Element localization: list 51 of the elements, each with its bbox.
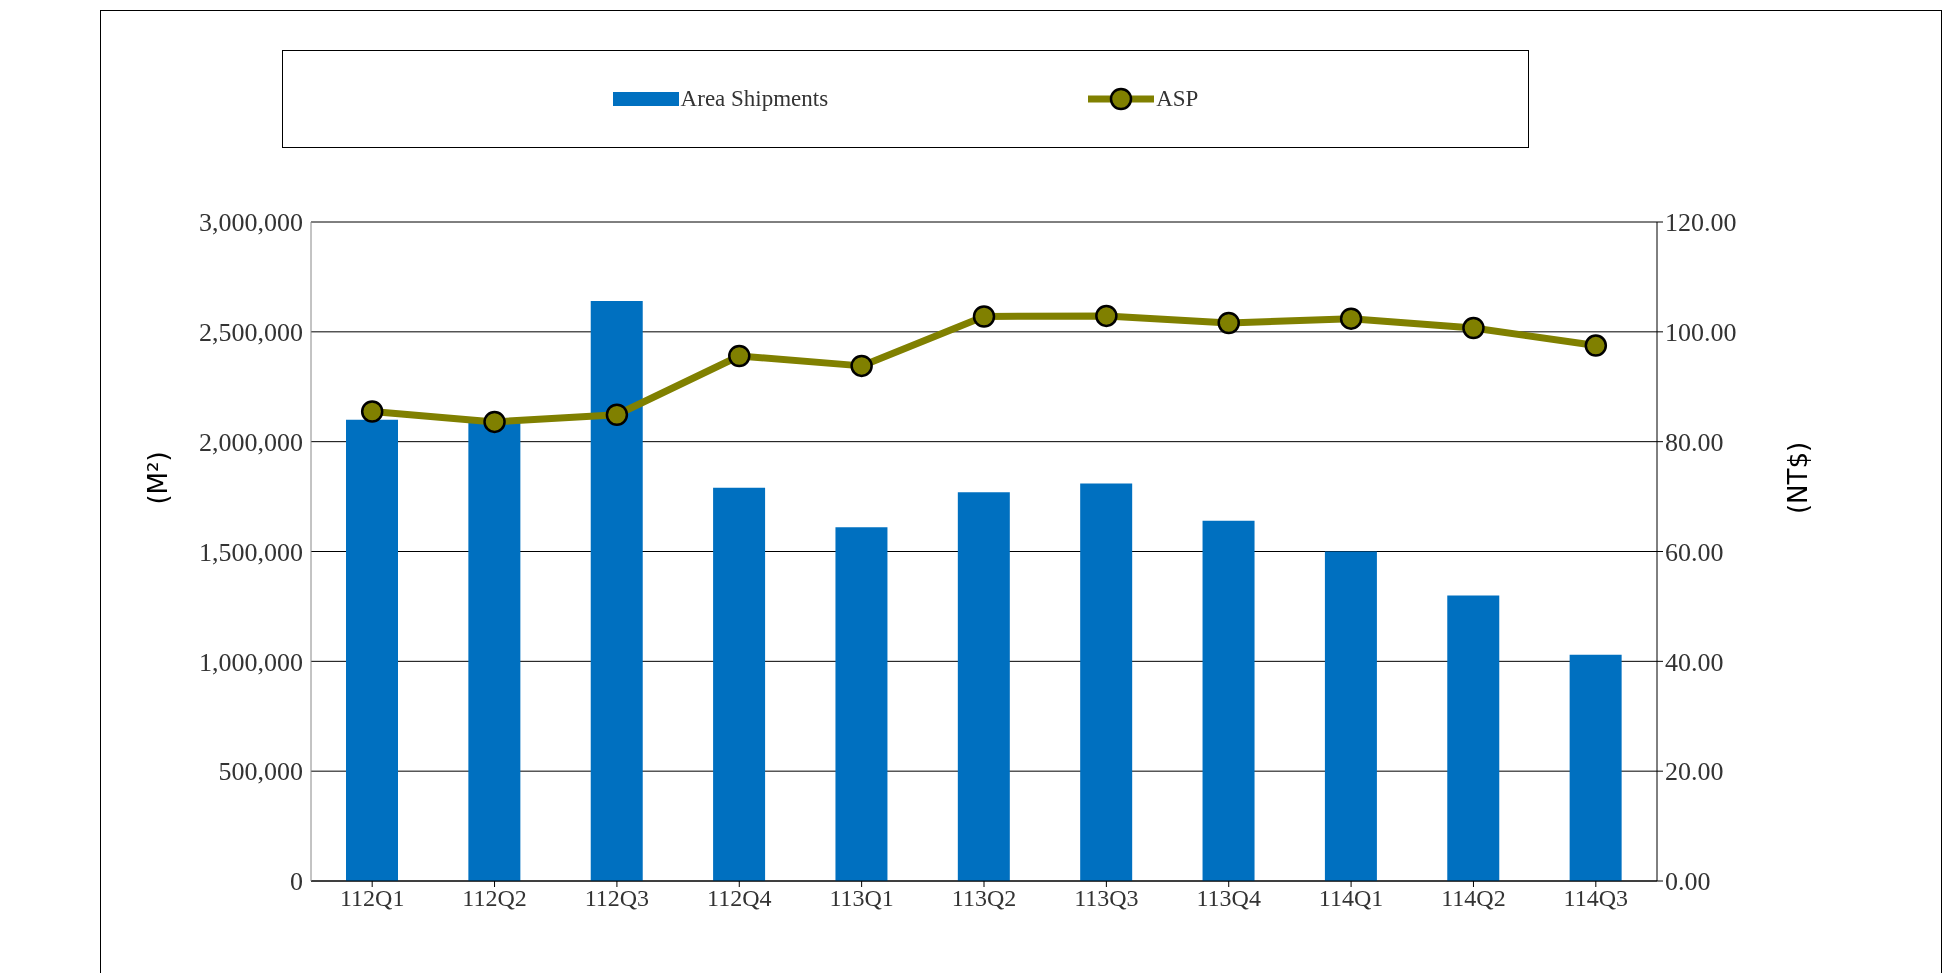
x-tick-label: 112Q2 <box>462 885 527 912</box>
y-axis-title: (M²) <box>143 451 173 505</box>
bar <box>713 487 766 881</box>
x-tick-label: 114Q2 <box>1441 885 1506 912</box>
bar <box>1569 654 1622 881</box>
point <box>483 410 506 434</box>
y-tick-label: 0 <box>290 867 303 897</box>
y-tick-label: 2,000,000 <box>199 427 303 457</box>
y-tick-label: 1,500,000 <box>199 537 303 567</box>
y2-tick-label: 20.00 <box>1665 757 1724 787</box>
point <box>850 354 873 378</box>
point <box>1339 307 1363 330</box>
point <box>605 403 629 427</box>
x-tick-label: 114Q1 <box>1318 885 1384 912</box>
point <box>1584 334 1608 357</box>
x-tick-label: 113Q2 <box>951 885 1017 912</box>
bar <box>1202 520 1255 881</box>
bar <box>1324 551 1377 881</box>
y2-tick-label: 60.00 <box>1665 537 1724 567</box>
legend-label: ASP <box>1156 86 1199 112</box>
bar <box>346 419 398 881</box>
x-tick-label: 114Q3 <box>1563 885 1629 912</box>
x-tick-label: 113Q1 <box>829 885 894 912</box>
point <box>1217 311 1240 335</box>
x-tick-label: 113Q3 <box>1074 885 1139 912</box>
x-tick-label: 113Q4 <box>1196 885 1261 912</box>
legend-label: Area Shipments <box>680 86 829 112</box>
y2-tick-label: 0.00 <box>1665 867 1711 897</box>
point <box>728 344 751 368</box>
y2-tick-label: 100.00 <box>1665 318 1737 348</box>
point <box>1462 316 1485 340</box>
y-tick-label: 2,500,000 <box>199 318 303 348</box>
y-tick-label: 3,000,000 <box>199 208 303 238</box>
bar <box>468 421 521 881</box>
point <box>360 400 384 423</box>
y2-tick-label: 80.00 <box>1665 427 1724 457</box>
x-tick-label: 112Q1 <box>339 885 405 912</box>
bar <box>835 527 888 881</box>
y-tick-label: 500,000 <box>218 757 303 787</box>
bar <box>957 492 1010 881</box>
bar <box>1447 595 1500 881</box>
x-tick-label: 112Q4 <box>707 885 772 912</box>
y2-tick-label: 120.00 <box>1665 208 1737 238</box>
point <box>972 305 996 328</box>
y-tick-label: 1,000,000 <box>199 647 303 677</box>
x-tick-label: 112Q3 <box>584 885 650 912</box>
y2-axis-title: (NT$) <box>1783 441 1813 515</box>
bar <box>590 301 643 881</box>
bar <box>1080 483 1133 881</box>
y2-tick-label: 40.00 <box>1665 647 1724 677</box>
point <box>1095 304 1118 328</box>
